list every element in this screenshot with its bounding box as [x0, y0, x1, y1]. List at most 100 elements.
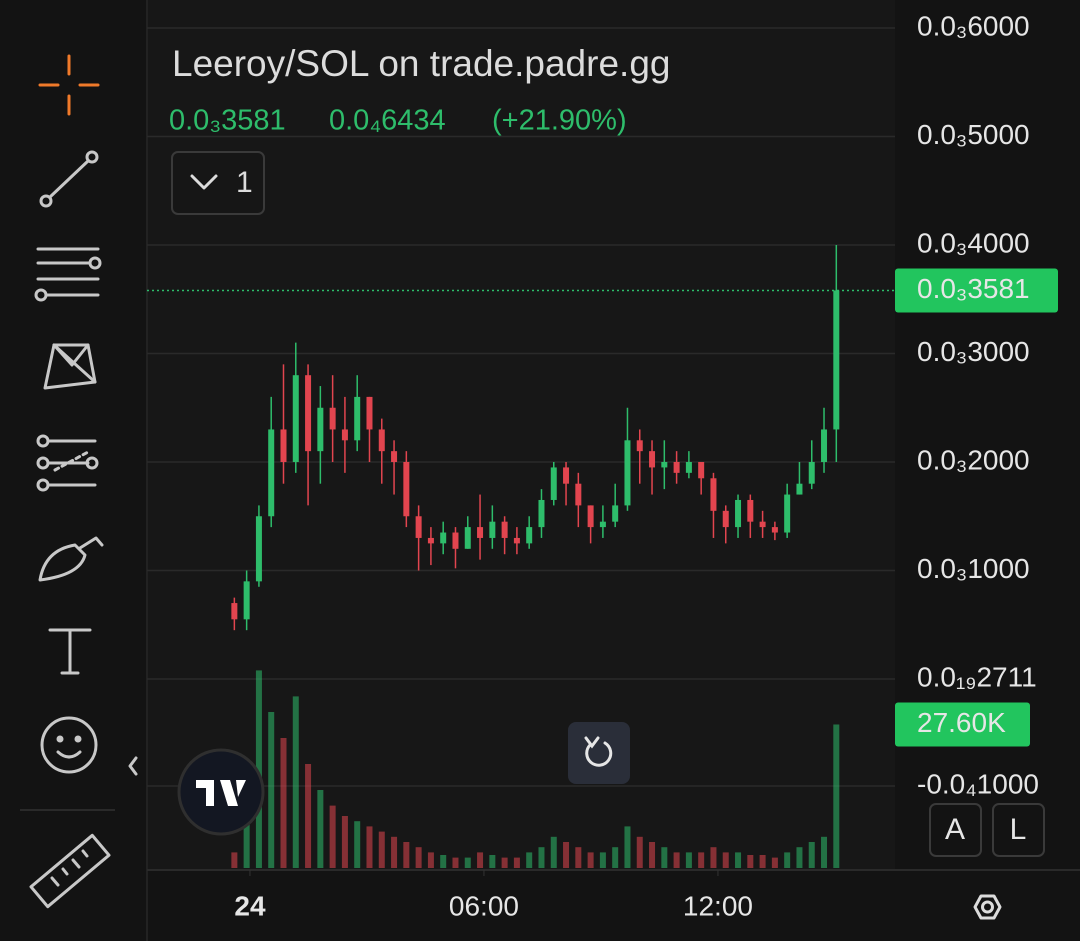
- volume-bar: [440, 855, 447, 868]
- candle-body: [317, 407, 324, 452]
- auto-scale-button[interactable]: A: [929, 803, 982, 857]
- volume-bar: [452, 857, 459, 868]
- y-tick-label: 0.0₃6000: [917, 10, 1030, 41]
- volume-bar: [354, 821, 361, 868]
- chart-title: Leeroy/SOL on trade.padre.gg: [172, 43, 670, 84]
- candle-body: [624, 440, 631, 506]
- candle-body: [415, 516, 422, 538]
- candle-body: [501, 521, 508, 538]
- candle-body: [378, 429, 385, 452]
- log-scale-button[interactable]: L: [992, 803, 1045, 857]
- candle-body: [636, 440, 643, 452]
- candle-body: [735, 499, 742, 528]
- volume-bar: [255, 670, 262, 868]
- volume-bar: [636, 836, 643, 868]
- candle-body: [268, 429, 275, 517]
- candle-body: [329, 407, 336, 430]
- volume-bar: [366, 826, 373, 868]
- candle-body: [440, 532, 447, 544]
- candle-body: [612, 505, 619, 522]
- volume-bar: [243, 790, 250, 868]
- candle-body: [796, 483, 803, 495]
- trend-line-tool[interactable]: [39, 150, 99, 208]
- volume-bar: [612, 847, 619, 868]
- pattern-tool[interactable]: [43, 343, 97, 390]
- volume-bar: [292, 696, 299, 868]
- ruler-tool[interactable]: [29, 833, 111, 909]
- candle-body: [341, 429, 348, 441]
- volume-bar: [808, 842, 815, 868]
- volume-scale-label: -0.0₄1000: [917, 768, 1039, 799]
- change-percent: (+21.90%): [492, 105, 627, 137]
- text-tool[interactable]: [48, 628, 92, 675]
- candle-body: [771, 527, 778, 533]
- candle-body: [575, 483, 582, 506]
- volume-bar: [317, 790, 324, 868]
- button-label: L: [1010, 813, 1027, 846]
- y-tick-label: 0.0₃2000: [917, 444, 1030, 475]
- volume-bar: [563, 842, 570, 868]
- candle-body: [464, 527, 471, 549]
- toolbar: [20, 54, 138, 909]
- volume-bar: [280, 738, 287, 868]
- crosshair-tool[interactable]: [38, 54, 100, 116]
- button-label: A: [945, 813, 965, 846]
- volume-bar: [391, 836, 398, 868]
- fib-tool[interactable]: [34, 247, 102, 302]
- candle-body: [685, 462, 692, 473]
- volume-bar: [821, 836, 828, 868]
- candle-body: [513, 537, 520, 544]
- volume-bar: [427, 852, 434, 868]
- x-tick-label: 06:00: [449, 890, 519, 921]
- projection-tool[interactable]: [36, 434, 99, 492]
- volume-bar: [735, 852, 742, 868]
- candle-body: [587, 505, 594, 528]
- x-tick-label: 24: [234, 890, 266, 921]
- y-tick-label: 0.0₃5000: [917, 119, 1030, 150]
- candle-body: [305, 375, 312, 452]
- volume-bar: [649, 842, 656, 868]
- volume-bar: [685, 852, 692, 868]
- volume-bar: [305, 764, 312, 868]
- volume-bar: [759, 855, 766, 868]
- volume-bar: [673, 852, 680, 868]
- y-tick-label: 0.0₃3000: [917, 336, 1030, 367]
- candle-body: [821, 429, 828, 462]
- volume-bar: [833, 724, 840, 868]
- candle-body: [526, 527, 533, 544]
- brush-tool[interactable]: [38, 536, 104, 582]
- emoji-tool[interactable]: [40, 716, 98, 774]
- volume-bar: [231, 852, 238, 868]
- candle-body: [489, 521, 496, 538]
- collapse-toolbar[interactable]: [128, 756, 138, 776]
- tradingview-logo[interactable]: [177, 748, 265, 836]
- volume-bar: [477, 852, 484, 868]
- volume-bar: [784, 852, 791, 868]
- reset-button[interactable]: [568, 722, 630, 784]
- volume-bar: [464, 857, 471, 868]
- interval-dropdown[interactable]: 1: [171, 151, 265, 215]
- volume-bar: [698, 852, 705, 868]
- candle-body: [280, 429, 287, 462]
- candle-body: [243, 581, 250, 620]
- candle-body: [649, 451, 656, 468]
- candle-body: [808, 462, 815, 484]
- volume-bar: [415, 847, 422, 868]
- last-price-badge: [895, 268, 1058, 313]
- volume-bar: [329, 805, 336, 868]
- volume-bar: [796, 847, 803, 868]
- volume-bar: [501, 857, 508, 868]
- volume-bar: [550, 836, 557, 868]
- volume-bar: [624, 826, 631, 868]
- settings-button[interactable]: [973, 894, 1002, 920]
- plot: [147, 27, 895, 876]
- x-tick-label: 12:00: [683, 890, 753, 921]
- volume-bar: [661, 847, 668, 868]
- candle-body: [759, 521, 766, 528]
- last-volume-label: 27.60K: [917, 707, 1006, 738]
- candle-body: [698, 462, 705, 479]
- y-tick-label: 0.0₃1000: [917, 553, 1030, 584]
- candle-body: [391, 451, 398, 462]
- candle-body: [784, 494, 791, 533]
- volume-bar: [341, 816, 348, 868]
